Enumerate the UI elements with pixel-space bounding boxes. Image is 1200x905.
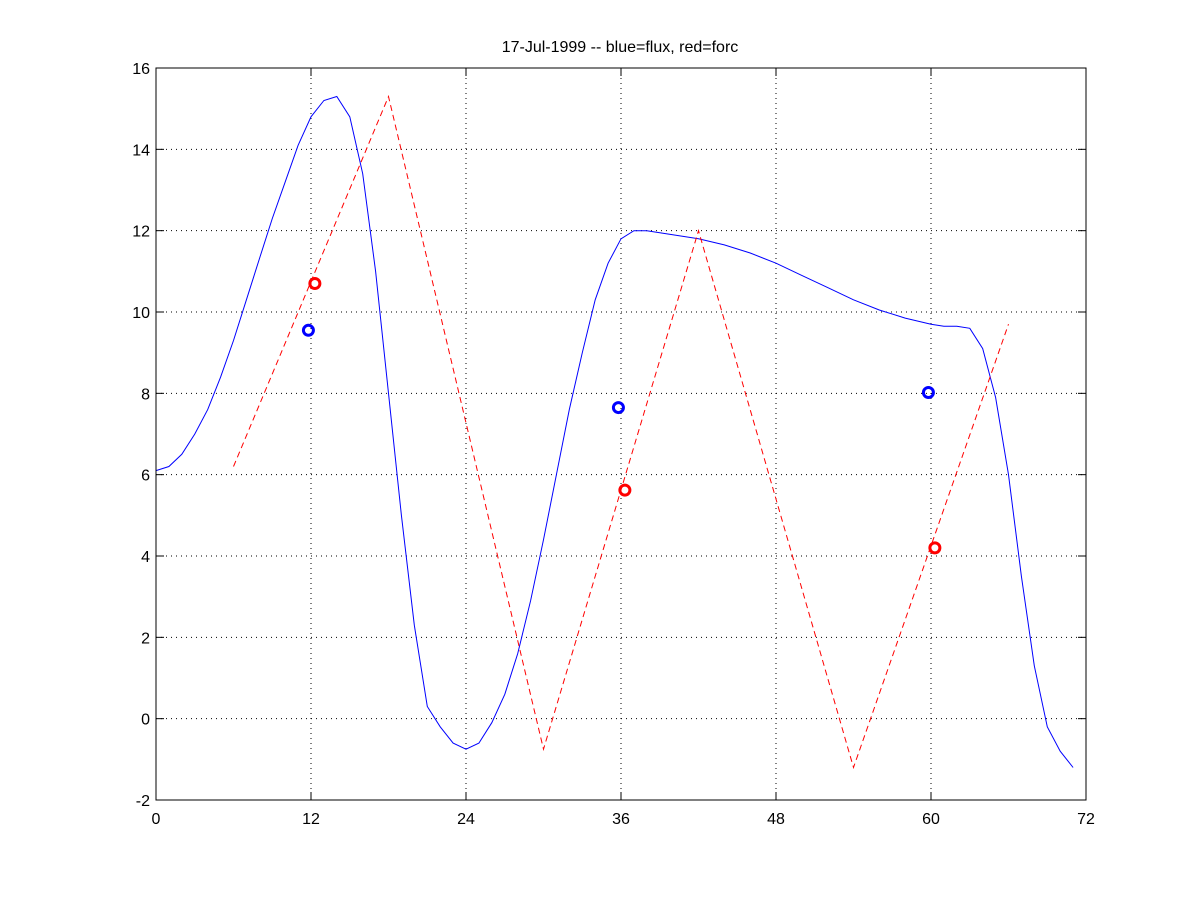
y-tick-label: 4 (141, 549, 150, 566)
forc-marker (308, 277, 322, 291)
forc-series-line (233, 94, 1009, 770)
forc-marker (618, 483, 632, 497)
marker-layer (301, 277, 942, 555)
forc-marker (928, 541, 942, 555)
y-tick-label: 12 (132, 224, 150, 241)
y-tick-label: 0 (141, 712, 150, 729)
x-tick-label: 60 (922, 811, 940, 828)
x-tick-label: 72 (1077, 811, 1095, 828)
x-tick-label: 36 (612, 811, 630, 828)
series-layer (155, 94, 1074, 770)
flux-marker (921, 386, 935, 400)
y-tick-label: 16 (132, 61, 150, 78)
x-tick-label: 48 (767, 811, 785, 828)
y-tick-label: -2 (136, 793, 150, 810)
grid-lines (156, 68, 1086, 800)
y-tick-label: 2 (141, 630, 150, 647)
y-tick-label: 6 (141, 468, 150, 485)
chart-title: 17-Jul-1999 -- blue=flux, red=forc (502, 39, 739, 56)
y-tick-label: 8 (141, 386, 150, 403)
flux-series-line (155, 95, 1074, 768)
y-tick-label: 14 (132, 142, 150, 159)
x-tick-label: 0 (152, 811, 161, 828)
x-tick-label: 12 (302, 811, 320, 828)
flux-marker (611, 401, 625, 415)
flux-marker (301, 323, 315, 337)
y-tick-label: 10 (132, 305, 150, 322)
tick-marks (155, 67, 1087, 801)
x-tick-label: 24 (457, 811, 475, 828)
